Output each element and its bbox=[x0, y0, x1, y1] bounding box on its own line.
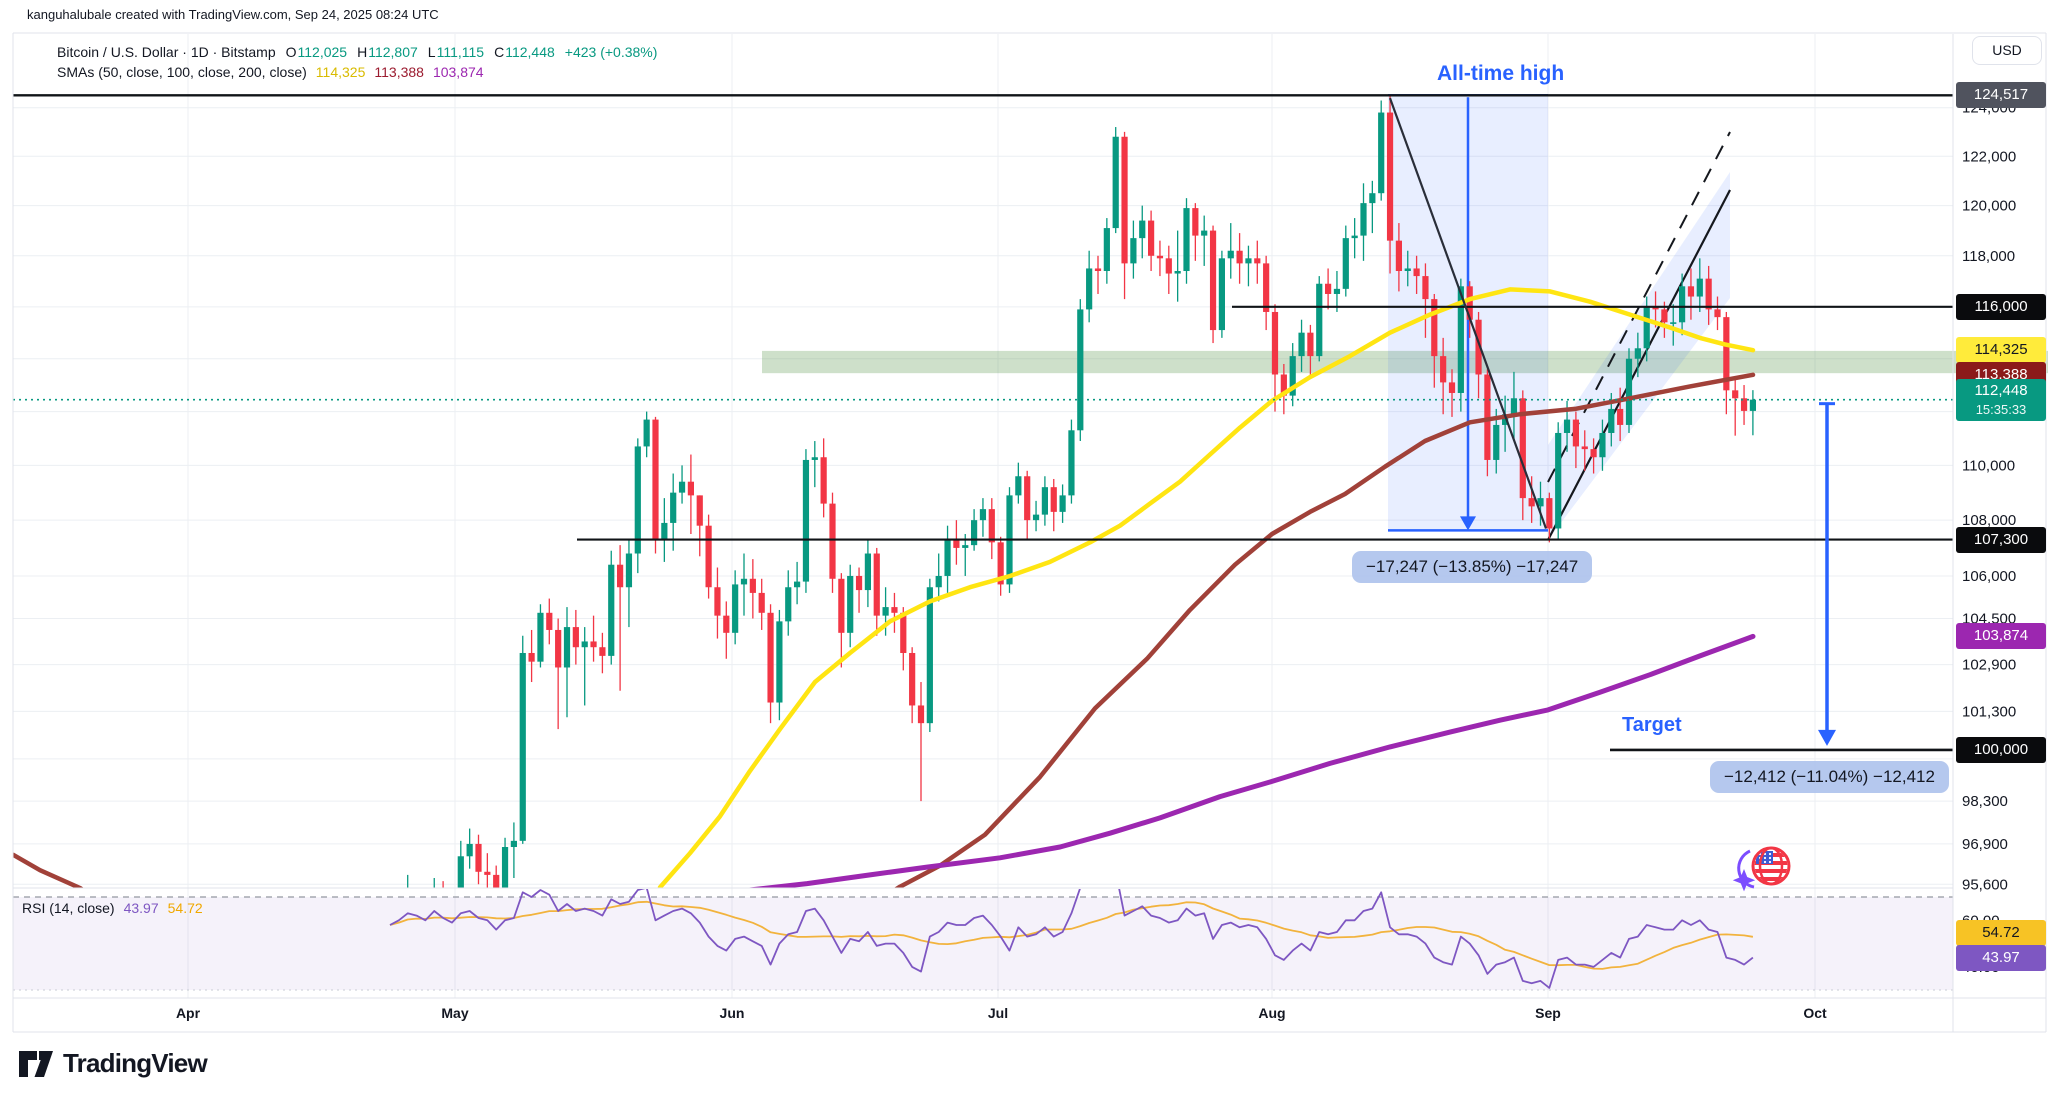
svg-text:Jun: Jun bbox=[720, 1005, 745, 1021]
svg-text:104,500: 104,500 bbox=[1962, 611, 2016, 628]
attribution-text: kanguhalubale created with TradingView.c… bbox=[27, 7, 439, 22]
price-badge-124517: 124,517 bbox=[1956, 82, 2046, 109]
pane-borders bbox=[12, 32, 2047, 1033]
rsi-label: RSI (14, close) bbox=[22, 900, 115, 916]
rsi-badge-4397: 43.97 bbox=[1956, 944, 2046, 971]
target-measure-label[interactable]: −12,412 (−11.04%) −12,412 bbox=[1710, 761, 1949, 793]
svg-text:98,300: 98,300 bbox=[1962, 793, 2008, 810]
svg-text:101,300: 101,300 bbox=[1962, 703, 2016, 720]
sma-values: 114,325 113,388 103,874 bbox=[315, 64, 484, 80]
target-label[interactable]: Target bbox=[1622, 714, 1682, 736]
sma-overlays[interactable] bbox=[13, 287, 1756, 998]
symbol-legend-row[interactable]: Bitcoin / U.S. Dollar · 1D · Bitstamp O11… bbox=[57, 44, 657, 60]
svg-text:120,000: 120,000 bbox=[1962, 198, 2016, 215]
currency-usd-button[interactable]: USD bbox=[1972, 36, 2042, 65]
rsi-line bbox=[389, 889, 1754, 989]
change-value: +423 (+0.38%) bbox=[564, 44, 658, 60]
current-price-badge: 112,448 15:35:33 bbox=[1956, 378, 2046, 421]
svg-text:102,900: 102,900 bbox=[1962, 657, 2016, 674]
tradingview-logo-text: TradingView bbox=[63, 1048, 208, 1078]
symbol-title: Bitcoin / U.S. Dollar · 1D · Bitstamp bbox=[57, 44, 276, 60]
svg-text:Sep: Sep bbox=[1535, 1005, 1561, 1021]
all-time-high-label[interactable]: All-time high bbox=[1437, 62, 1565, 85]
rsi-pane[interactable] bbox=[13, 871, 1953, 991]
svg-text:108,000: 108,000 bbox=[1962, 512, 2016, 529]
price-badge-114325: 114,325 bbox=[1956, 337, 2046, 364]
price-badge-116000: 116,000 bbox=[1956, 293, 2046, 320]
sma-100-line bbox=[13, 372, 1756, 888]
price-badge-100000: 100,000 bbox=[1956, 736, 2046, 763]
time-axis[interactable]: Apr May Jun Jul Aug Sep Oct bbox=[176, 1005, 1827, 1021]
downtrend-line[interactable] bbox=[1388, 97, 1548, 529]
horizontal-lines[interactable] bbox=[13, 94, 1953, 752]
price-range-measure-label[interactable]: −17,247 (−13.85%) −17,247 bbox=[1352, 551, 1593, 583]
svg-text:118,000: 118,000 bbox=[1962, 248, 2015, 265]
svg-text:Apr: Apr bbox=[176, 1005, 201, 1021]
tradingview-logo-icon bbox=[19, 1050, 53, 1077]
sma-label: SMAs (50, close, 100, close, 200, close) bbox=[57, 64, 307, 80]
sma-legend-row[interactable]: SMAs (50, close, 100, close, 200, close)… bbox=[57, 64, 484, 80]
flag-globe-sticker[interactable] bbox=[1732, 843, 1798, 895]
rsi-badge-5472: 54.72 bbox=[1956, 919, 2046, 946]
target-arrow[interactable] bbox=[1818, 402, 1836, 746]
svg-text:May: May bbox=[441, 1005, 468, 1021]
svg-text:95,600: 95,600 bbox=[1962, 876, 2008, 893]
ohlc-values: O112,025 H112,807 L111,115 C112,448 bbox=[285, 44, 555, 60]
tradingview-logo[interactable]: TradingView bbox=[18, 1048, 208, 1079]
ascending-channel[interactable] bbox=[1547, 131, 1731, 541]
svg-text:96,900: 96,900 bbox=[1962, 836, 2008, 853]
rsi-ma-line bbox=[389, 900, 1754, 970]
rsi-legend-row[interactable]: RSI (14, close) 43.97 54.72 bbox=[22, 900, 203, 916]
svg-text:110,000: 110,000 bbox=[1962, 457, 2015, 474]
price-badge-103874: 103,874 bbox=[1956, 623, 2046, 650]
svg-text:Oct: Oct bbox=[1803, 1005, 1827, 1021]
price-badge-107300: 107,300 bbox=[1956, 526, 2046, 553]
svg-text:122,000: 122,000 bbox=[1962, 148, 2016, 165]
sma-50-line bbox=[657, 287, 1756, 888]
svg-text:Jul: Jul bbox=[988, 1005, 1008, 1021]
svg-text:Aug: Aug bbox=[1258, 1005, 1285, 1021]
sma-200-line bbox=[744, 633, 1756, 888]
rsi-values: 43.97 54.72 bbox=[123, 900, 203, 916]
svg-text:106,000: 106,000 bbox=[1962, 568, 2016, 585]
